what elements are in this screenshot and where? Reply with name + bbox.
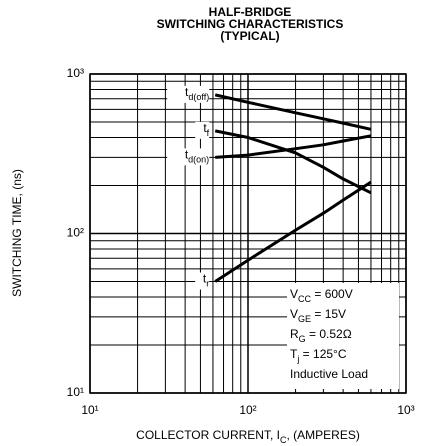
annotation: RG = 0.52Ω bbox=[290, 327, 352, 344]
x-tick-label: 10¹ bbox=[81, 403, 98, 417]
series-label-sub: r bbox=[206, 279, 209, 289]
annotation-part: = 125°C bbox=[299, 347, 346, 361]
annotation-part: GE bbox=[298, 314, 311, 324]
series-label-sub: d(off) bbox=[188, 92, 209, 102]
series-label-main: t bbox=[185, 85, 189, 99]
annotation-part: = 15V bbox=[311, 307, 346, 321]
annotation: Tj = 125°C bbox=[290, 347, 347, 364]
x-axis-label-part: , (AMPERES) bbox=[286, 428, 359, 442]
annotation-part: CC bbox=[298, 294, 311, 304]
x-axis-label-part: C bbox=[280, 435, 287, 445]
series-label-main: t bbox=[203, 272, 207, 286]
annotation-part: = 0.52Ω bbox=[306, 327, 352, 341]
annotation-part: G bbox=[299, 334, 306, 344]
series-line bbox=[214, 180, 372, 283]
series-label-main: t bbox=[185, 148, 189, 162]
annotation: VCC = 600V bbox=[290, 287, 353, 304]
series-label: td(off) bbox=[185, 85, 209, 102]
series-label-bg bbox=[167, 85, 210, 103]
x-axis-label: COLLECTOR CURRENT, IC, (AMPERES) bbox=[136, 428, 360, 445]
series-label-main: t bbox=[203, 121, 207, 135]
series-label-sub: d(on) bbox=[188, 155, 209, 165]
y-tick-label: 10¹ bbox=[67, 385, 84, 399]
x-tick-label: 10² bbox=[239, 403, 256, 417]
annotation: Inductive Load bbox=[290, 367, 368, 381]
plot-frame bbox=[89, 73, 407, 394]
annotation-part: R bbox=[290, 327, 299, 341]
annotation-part: Inductive Load bbox=[290, 367, 368, 381]
annotation-part: V bbox=[290, 287, 298, 301]
series-label-bg bbox=[195, 121, 210, 139]
annotation-part: V bbox=[290, 307, 298, 321]
series-label-sub: f bbox=[207, 128, 210, 138]
series-line bbox=[214, 93, 372, 131]
annotation-part: T bbox=[290, 347, 298, 361]
x-tick-label: 10³ bbox=[397, 403, 414, 417]
chart-title: SWITCHING CHARACTERISTICS bbox=[157, 17, 344, 31]
y-tick-label: 10³ bbox=[67, 66, 84, 80]
y-axis-label: SWITCHING TIME, (ns) bbox=[10, 169, 24, 297]
annotation: VGE = 15V bbox=[290, 307, 346, 324]
annotation-part: = 600V bbox=[311, 287, 353, 301]
x-axis-label-part: COLLECTOR CURRENT, I bbox=[136, 428, 280, 442]
series-label: tr bbox=[203, 272, 209, 289]
series-line bbox=[215, 134, 372, 159]
series-label-bg bbox=[167, 148, 210, 166]
chart-title: HALF-BRIDGE bbox=[209, 5, 292, 19]
annotation-part: j bbox=[296, 354, 299, 364]
series-line bbox=[214, 129, 372, 195]
series-label: tf bbox=[203, 121, 209, 138]
series-label: td(on) bbox=[185, 148, 209, 165]
y-tick-label: 10² bbox=[67, 226, 84, 240]
series-label-bg bbox=[195, 272, 210, 290]
annotation-box bbox=[287, 283, 399, 389]
chart-title: (TYPICAL) bbox=[220, 29, 279, 43]
